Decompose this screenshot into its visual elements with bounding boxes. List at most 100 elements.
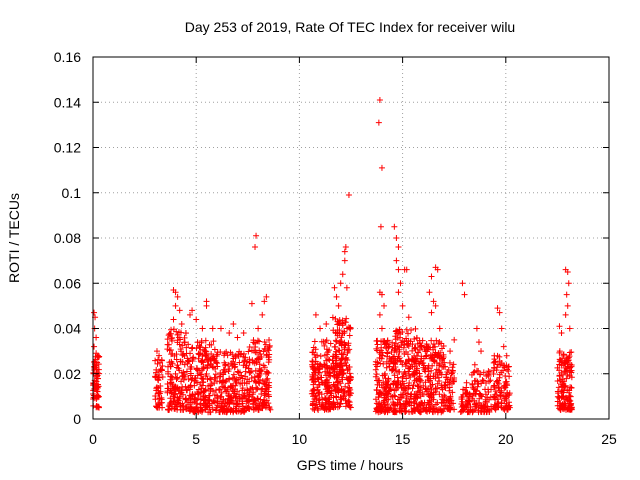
data-point <box>416 337 423 344</box>
data-point <box>170 316 177 323</box>
data-point <box>376 354 383 361</box>
data-point <box>451 375 458 382</box>
data-point <box>484 408 491 415</box>
data-points <box>90 96 575 416</box>
data-point <box>312 311 319 318</box>
data-point <box>153 348 160 355</box>
data-point <box>425 385 432 392</box>
y-tick-label: 0.16 <box>54 49 81 65</box>
data-point <box>373 371 380 378</box>
data-point <box>240 330 247 337</box>
data-point <box>394 381 401 388</box>
data-point <box>385 396 392 403</box>
data-point <box>222 361 229 368</box>
data-point <box>252 358 259 365</box>
data-point <box>255 406 262 413</box>
data-point <box>411 390 418 397</box>
data-point <box>321 361 328 368</box>
data-point <box>567 393 574 400</box>
data-point <box>188 345 195 352</box>
data-point <box>343 362 350 369</box>
data-point <box>556 373 563 380</box>
data-point <box>311 395 318 402</box>
data-point <box>324 382 331 389</box>
y-tick-label: 0.14 <box>54 94 81 110</box>
data-point <box>253 232 260 239</box>
data-point <box>432 302 439 309</box>
data-point <box>242 354 249 361</box>
data-point <box>230 407 237 414</box>
data-point <box>335 385 342 392</box>
data-point <box>221 350 228 357</box>
data-point <box>212 399 219 406</box>
data-point <box>327 340 334 347</box>
data-point <box>185 358 192 365</box>
data-point <box>261 338 268 345</box>
data-point <box>503 378 510 385</box>
data-point <box>459 407 466 414</box>
data-point <box>402 363 409 370</box>
data-point <box>165 341 172 348</box>
data-point <box>402 385 409 392</box>
data-point <box>478 402 485 409</box>
data-point <box>157 388 164 395</box>
data-point <box>395 266 402 273</box>
data-point <box>339 322 346 329</box>
data-point <box>388 366 395 373</box>
data-point <box>201 347 208 354</box>
data-point <box>260 362 267 369</box>
data-point <box>252 379 259 386</box>
data-point <box>180 391 187 398</box>
data-point <box>167 387 174 394</box>
grid <box>93 57 609 419</box>
data-point <box>379 352 386 359</box>
data-point <box>173 385 180 392</box>
data-point <box>186 392 193 399</box>
data-point <box>339 371 346 378</box>
data-point <box>310 349 317 356</box>
data-point <box>405 358 412 365</box>
data-point <box>234 388 241 395</box>
data-point <box>498 399 505 406</box>
data-point <box>487 377 494 384</box>
data-point <box>310 393 317 400</box>
data-point <box>448 370 455 377</box>
data-point <box>193 403 200 410</box>
data-point <box>319 396 326 403</box>
data-point <box>392 408 399 415</box>
data-point <box>214 363 221 370</box>
data-point <box>263 293 270 300</box>
data-point <box>248 300 255 307</box>
data-point <box>328 387 335 394</box>
data-point <box>381 302 388 309</box>
data-point <box>336 364 343 371</box>
data-point <box>393 235 400 241</box>
data-point <box>376 96 383 103</box>
data-point <box>373 400 380 407</box>
data-point <box>332 329 339 336</box>
data-point <box>182 373 189 380</box>
data-point <box>409 356 416 363</box>
data-point <box>346 363 353 370</box>
data-point <box>93 373 100 380</box>
data-point <box>209 406 216 413</box>
data-point <box>563 291 570 298</box>
data-point <box>473 367 480 374</box>
data-point <box>447 406 454 413</box>
data-point <box>395 244 402 251</box>
data-point <box>482 380 489 387</box>
data-point <box>189 344 196 351</box>
data-point <box>414 395 421 402</box>
data-point <box>332 382 339 389</box>
data-point <box>384 378 391 385</box>
data-point <box>191 408 198 415</box>
data-point <box>249 391 256 398</box>
data-point <box>310 398 317 405</box>
data-point <box>443 374 450 381</box>
data-point <box>382 404 389 411</box>
data-point <box>469 408 476 415</box>
data-point <box>494 379 501 386</box>
data-point <box>91 385 98 392</box>
data-point <box>318 403 325 410</box>
data-point <box>429 344 436 351</box>
